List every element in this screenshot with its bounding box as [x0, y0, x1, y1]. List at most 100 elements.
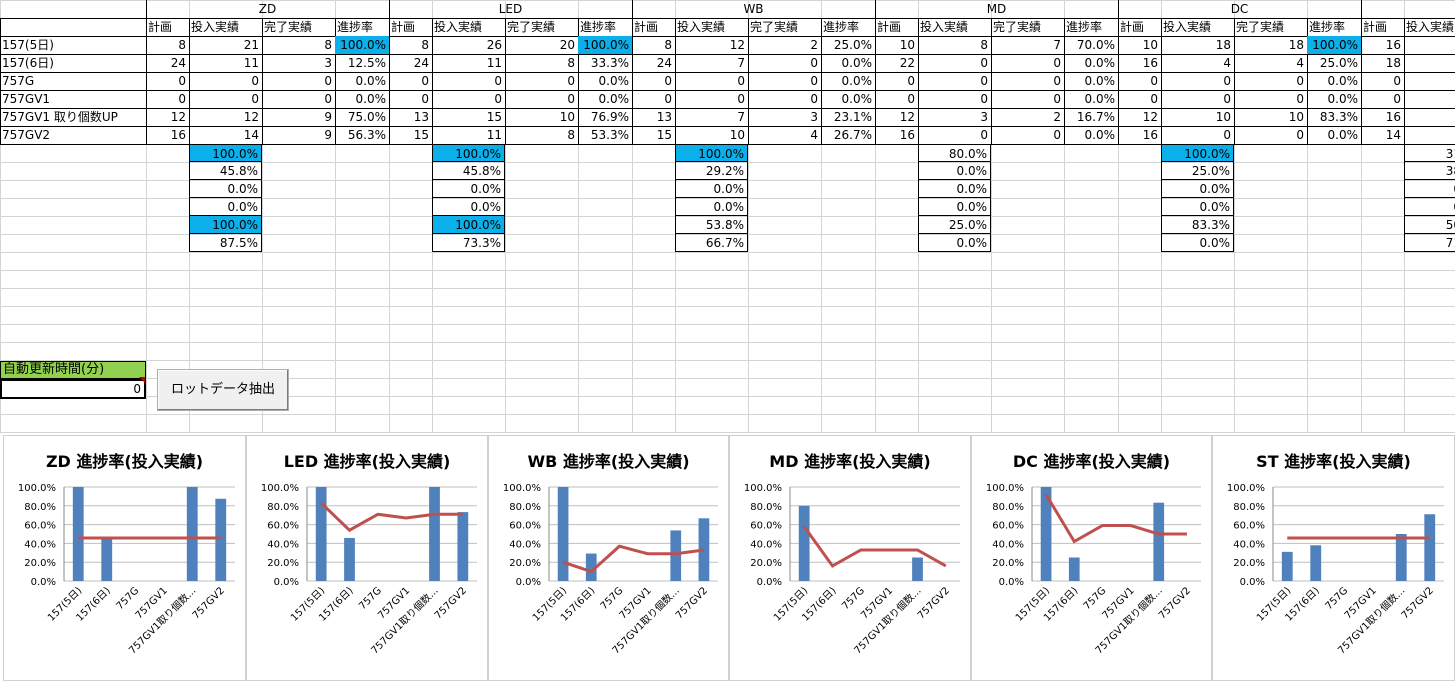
input-rate-cell[interactable]: 0.0%	[1161, 234, 1234, 252]
data-cell[interactable]: 0	[251, 74, 259, 88]
row-label[interactable]: 757GV1	[2, 92, 51, 106]
data-cell[interactable]: 8	[567, 128, 575, 142]
input-rate-cell[interactable]: 0.0%	[189, 180, 262, 198]
data-cell[interactable]: 56.3%	[347, 128, 386, 142]
input-rate-cell[interactable]: 45.8%	[432, 162, 505, 180]
data-cell[interactable]: 16	[170, 128, 186, 142]
data-cell[interactable]: 24	[170, 56, 186, 70]
data-cell[interactable]: 15	[486, 110, 502, 124]
column-header[interactable]: 進捗率	[1066, 20, 1103, 34]
input-rate-cell[interactable]: 0	[1404, 198, 1455, 216]
data-cell[interactable]: 4	[1296, 56, 1304, 70]
column-header[interactable]: 完了実績	[993, 20, 1042, 34]
data-cell[interactable]: 0.0%	[598, 92, 630, 106]
data-cell[interactable]: 10	[559, 110, 575, 124]
column-header[interactable]: 投入実績	[191, 20, 240, 34]
data-cell[interactable]: 4	[810, 128, 818, 142]
data-cell[interactable]: 0	[178, 92, 186, 106]
data-cell[interactable]: 0	[1223, 128, 1231, 142]
input-rate-cell[interactable]: 31	[1404, 144, 1455, 162]
data-cell[interactable]: 0	[907, 92, 915, 106]
input-rate-cell[interactable]: 45.8%	[189, 162, 262, 180]
chart-panel[interactable]: ST 進捗率(投入実績) 100.0% 80.0% 60.0% 40.0% 20.0% 0.…	[1212, 435, 1455, 681]
data-cell[interactable]: 16	[1385, 38, 1401, 52]
data-cell[interactable]: 0	[1296, 128, 1304, 142]
data-cell[interactable]: 0	[810, 56, 818, 70]
chart-panel[interactable]: MD 進捗率(投入実績) 100.0% 80.0% 60.0% 40.0% 20.0% 0.…	[729, 435, 971, 681]
data-cell[interactable]: 0	[980, 74, 988, 88]
data-cell[interactable]: 16	[1142, 128, 1158, 142]
input-rate-cell[interactable]: 73.3%	[432, 234, 505, 252]
data-cell[interactable]: 0	[980, 92, 988, 106]
column-header[interactable]: 投入実績	[434, 20, 483, 34]
input-rate-cell[interactable]: 0.0%	[432, 180, 505, 198]
data-cell[interactable]: 13	[656, 110, 672, 124]
column-header[interactable]: 計画	[1363, 20, 1388, 34]
input-rate-cell[interactable]: 0	[1404, 180, 1455, 198]
data-cell[interactable]: 0	[1393, 92, 1401, 106]
data-cell[interactable]: 0	[1223, 92, 1231, 106]
data-cell[interactable]: 18	[1385, 56, 1401, 70]
data-cell[interactable]: 0	[1150, 92, 1158, 106]
group-header[interactable]: MD	[986, 2, 1007, 16]
input-rate-cell[interactable]: 100.0%	[189, 216, 262, 234]
data-cell[interactable]: 0.0%	[1084, 92, 1116, 106]
data-cell[interactable]: 14	[243, 128, 259, 142]
row-label[interactable]: 757G	[2, 74, 35, 88]
column-header[interactable]: 計画	[391, 20, 416, 34]
column-header[interactable]: 進捗率	[337, 20, 374, 34]
input-rate-cell[interactable]: 0.0%	[1161, 180, 1234, 198]
data-cell[interactable]: 10	[729, 128, 745, 142]
input-rate-cell[interactable]: 83.3%	[1161, 216, 1234, 234]
data-cell[interactable]: 0.0%	[1084, 128, 1116, 142]
column-header[interactable]: 投入実績	[1163, 20, 1212, 34]
data-cell[interactable]: 8	[421, 38, 429, 52]
data-cell[interactable]: 12	[170, 110, 186, 124]
input-rate-cell[interactable]: 29.2%	[675, 162, 748, 180]
data-cell[interactable]: 83.3%	[1319, 110, 1358, 124]
data-cell[interactable]: 20	[559, 38, 575, 52]
data-cell[interactable]: 0	[1053, 56, 1061, 70]
data-cell[interactable]: 0	[324, 74, 332, 88]
data-cell[interactable]: 0	[980, 56, 988, 70]
data-cell[interactable]: 0	[1053, 92, 1061, 106]
column-header[interactable]: 完了実績	[264, 20, 313, 34]
data-cell[interactable]: 0	[421, 74, 429, 88]
group-header[interactable]: ZD	[258, 2, 277, 16]
data-cell[interactable]: 0.0%	[1327, 74, 1359, 88]
data-cell[interactable]: 13	[413, 110, 429, 124]
data-cell[interactable]: 3	[980, 110, 988, 124]
data-cell[interactable]: 0	[737, 92, 745, 106]
data-cell[interactable]: 0	[664, 92, 672, 106]
data-cell[interactable]: 12	[243, 110, 259, 124]
data-cell[interactable]: 22	[899, 56, 915, 70]
input-rate-cell[interactable]: 0.0%	[189, 198, 262, 216]
column-header[interactable]: 進捗率	[823, 20, 860, 34]
data-cell[interactable]: 0	[494, 74, 502, 88]
data-cell[interactable]: 0	[494, 92, 502, 106]
column-header[interactable]: 投入実績	[1406, 20, 1455, 34]
input-rate-cell[interactable]: 50	[1404, 216, 1455, 234]
input-rate-cell[interactable]: 100.0%	[432, 144, 505, 162]
input-rate-cell[interactable]: 0.0%	[432, 198, 505, 216]
input-rate-cell[interactable]: 100.0%	[432, 216, 505, 234]
data-cell[interactable]: 24	[413, 56, 429, 70]
input-rate-cell[interactable]: 38	[1404, 162, 1455, 180]
chart-panel[interactable]: DC 進捗率(投入実績) 100.0% 80.0% 60.0% 40.0% 20.0% 0.…	[971, 435, 1212, 681]
data-cell[interactable]: 2	[1053, 110, 1061, 124]
data-cell[interactable]: 3	[810, 110, 818, 124]
data-cell[interactable]: 0	[1296, 92, 1304, 106]
data-cell[interactable]: 10	[899, 38, 915, 52]
data-cell[interactable]: 0	[178, 74, 186, 88]
data-cell[interactable]: 7	[737, 110, 745, 124]
column-header[interactable]: 進捗率	[1309, 20, 1346, 34]
input-rate-cell[interactable]: 0.0%	[918, 162, 991, 180]
data-cell[interactable]: 24	[656, 56, 672, 70]
column-header[interactable]: 進捗率	[580, 20, 617, 34]
data-cell[interactable]: 0.0%	[1084, 56, 1116, 70]
column-header[interactable]: 計画	[877, 20, 902, 34]
data-cell[interactable]: 0	[251, 92, 259, 106]
data-cell[interactable]: 0	[1393, 74, 1401, 88]
input-rate-cell[interactable]: 0.0%	[918, 180, 991, 198]
group-header[interactable]: WB	[743, 2, 764, 16]
